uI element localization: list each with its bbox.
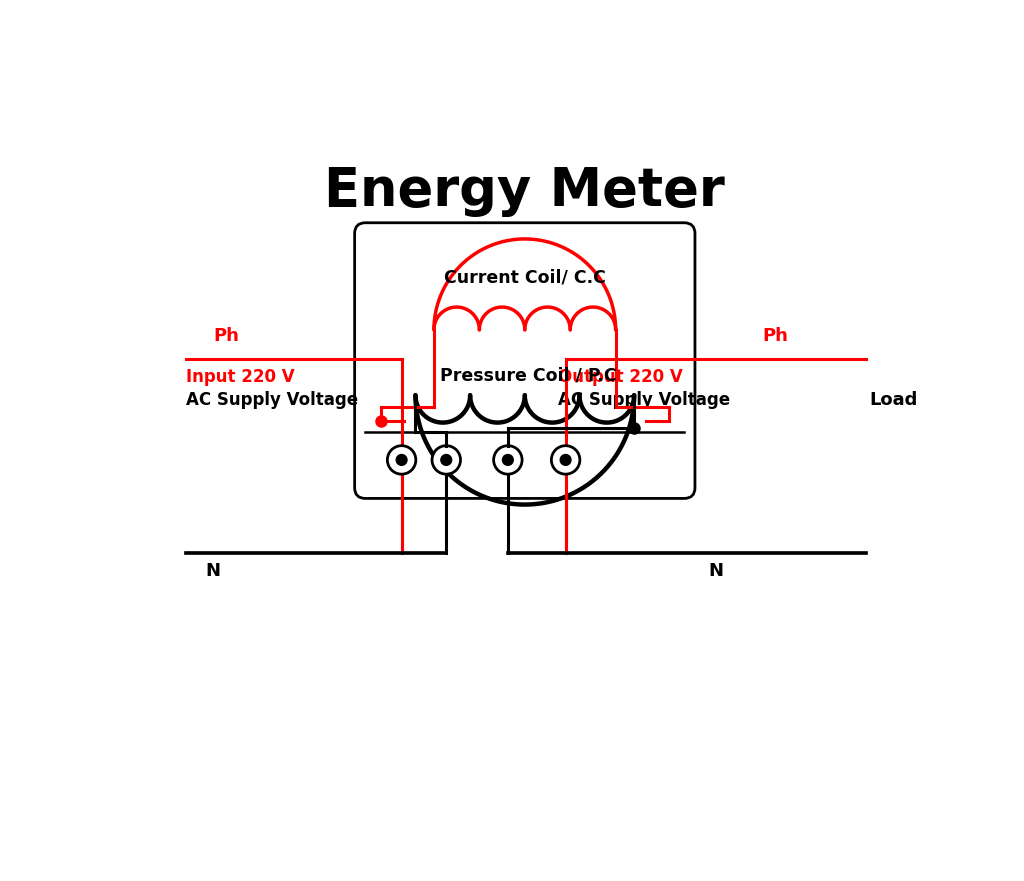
Text: N: N <box>205 562 220 581</box>
Text: Ph: Ph <box>762 327 787 345</box>
Circle shape <box>503 455 513 465</box>
Text: Pressure Coil / P.C: Pressure Coil / P.C <box>440 367 617 385</box>
Text: Input 220 V: Input 220 V <box>186 368 295 386</box>
Circle shape <box>441 455 452 465</box>
Circle shape <box>396 455 407 465</box>
Circle shape <box>432 446 461 474</box>
Text: Load: Load <box>869 391 919 410</box>
Circle shape <box>560 455 571 465</box>
Text: Energy Meter: Energy Meter <box>325 166 725 218</box>
Text: Ph: Ph <box>213 327 239 345</box>
FancyBboxPatch shape <box>354 223 695 499</box>
Text: AC Supply Voltage: AC Supply Voltage <box>558 391 730 410</box>
Circle shape <box>551 446 580 474</box>
Circle shape <box>387 446 416 474</box>
Text: Output 220 V: Output 220 V <box>558 368 683 386</box>
Text: N: N <box>708 562 723 581</box>
Circle shape <box>494 446 522 474</box>
Text: Current Coil/ C.C: Current Coil/ C.C <box>443 269 606 286</box>
Text: AC Supply Voltage: AC Supply Voltage <box>186 391 358 410</box>
